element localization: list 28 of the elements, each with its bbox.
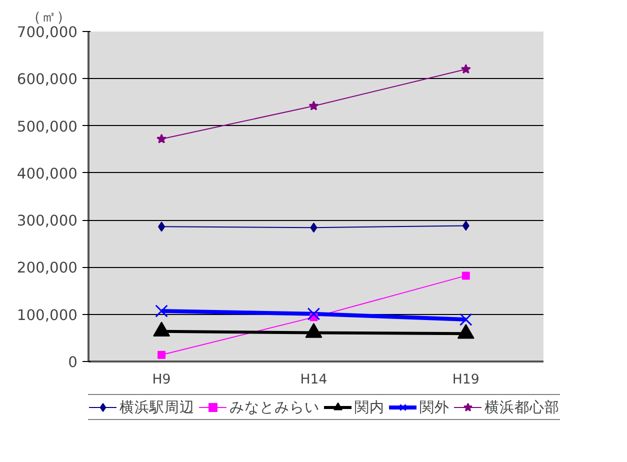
y-tick-label: 700,000 xyxy=(16,24,78,41)
point xyxy=(158,350,166,359)
y-tick-label: 600,000 xyxy=(16,71,78,88)
legend-label: 関外 xyxy=(420,398,450,416)
point xyxy=(156,134,167,144)
y-tick-label: 0 xyxy=(68,354,78,371)
point xyxy=(158,222,166,232)
legend-label: 関内 xyxy=(354,398,384,416)
point xyxy=(460,64,471,74)
y-tick-label: 300,000 xyxy=(16,212,78,230)
point xyxy=(462,272,470,280)
point xyxy=(459,313,472,326)
legend-label: みなとみらい xyxy=(230,398,320,416)
y-tick-label: 400,000 xyxy=(16,165,78,182)
x-tick-label: H19 xyxy=(452,372,480,388)
legend-label: 横浜駅周辺 xyxy=(120,398,194,416)
point xyxy=(155,304,168,318)
point xyxy=(310,222,318,233)
legend-label: 横浜都心部 xyxy=(484,398,560,416)
point xyxy=(307,307,320,320)
point xyxy=(462,220,470,231)
y-tick-label: 100,000 xyxy=(16,306,78,324)
y-tick-label: 200,000 xyxy=(16,260,78,277)
point xyxy=(308,100,319,110)
x-tick-label: H14 xyxy=(300,372,328,388)
y-tick-label: 500,000 xyxy=(16,118,78,136)
y-axis-title: （㎡） xyxy=(26,8,72,26)
x-tick-label: H9 xyxy=(152,372,171,388)
